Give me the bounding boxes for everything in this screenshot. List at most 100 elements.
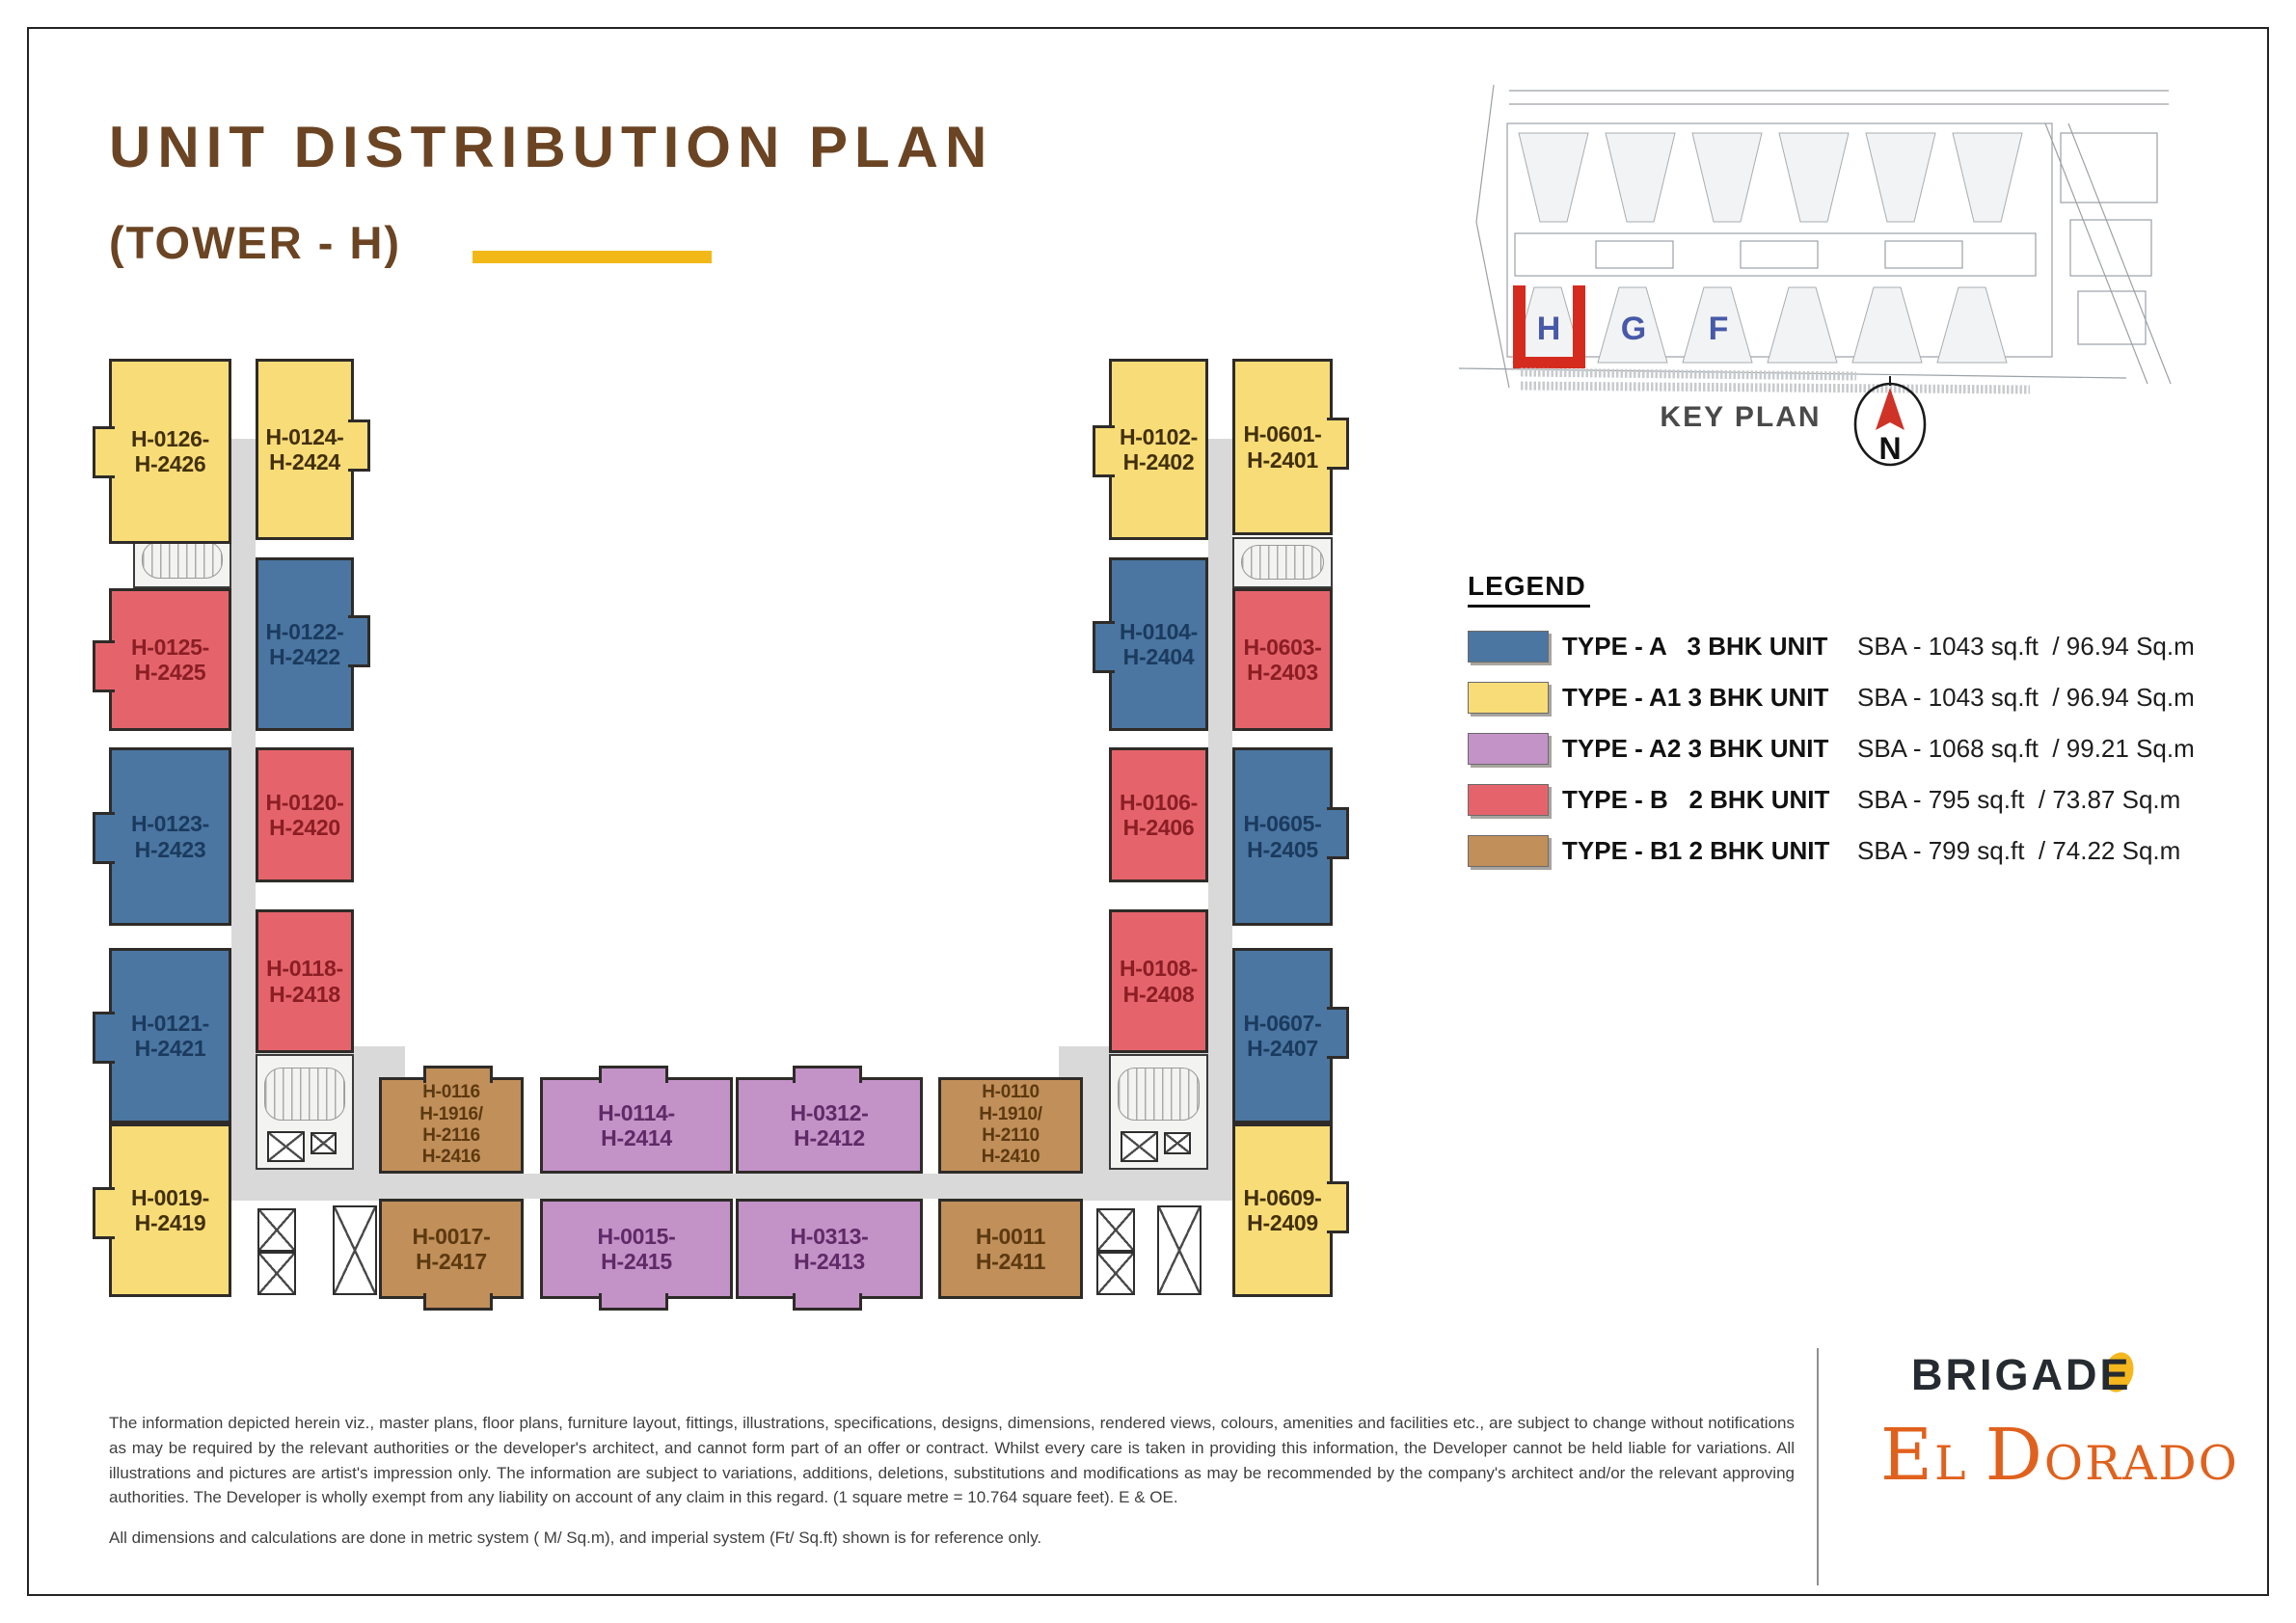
unit-label-line: H-1916/ — [419, 1103, 483, 1124]
elevator-shaft — [1157, 1205, 1202, 1295]
unit-label-line: H-0126- — [131, 425, 209, 451]
legend-swatch-b1 — [1468, 835, 1549, 867]
unit-block-h-0011: H-0011 H-2411 — [938, 1199, 1083, 1299]
legend-item-type-a1: TYPE - A1 3 BHK UNIT SBA - 1043 sq.ft / 9… — [1468, 672, 2258, 723]
legend-type-label: TYPE - B 2 BHK UNIT — [1562, 785, 1830, 814]
unit-label-line: H-0017- — [412, 1223, 491, 1249]
unit-label-line: H-2426 — [134, 451, 206, 476]
unit-label-line: H-0605- — [1243, 811, 1322, 837]
unit-label-line: H-0603- — [1243, 634, 1322, 660]
legend-swatch-a1 — [1468, 682, 1549, 714]
keyplan-tower-h-label: H — [1537, 311, 1561, 347]
unit-block-h-0108: H-0108- H-2408 — [1109, 909, 1208, 1053]
elevator-shaft — [257, 1252, 296, 1295]
unit-block-h-0120: H-0120- H-2420 — [256, 747, 354, 882]
unit-block-h-0104: H-0104- H-2404 — [1093, 557, 1208, 731]
elevator-icon — [1164, 1131, 1192, 1155]
unit-balcony-tab — [93, 812, 115, 865]
legend-heading: LEGEND — [1468, 571, 1590, 608]
unit-distribution-floor-plan: H-0126- H-2426 H-0125- H-2425 H-0123- H-2423 H… — [93, 359, 1349, 1311]
unit-block-h-0603: H-0603- H-2403 — [1232, 588, 1333, 731]
unit-label-line: H-0607- — [1243, 1010, 1322, 1036]
unit-block-h-0312: H-0312- H-2412 — [736, 1066, 923, 1174]
unit-label-line: H-2110 — [982, 1125, 1040, 1146]
unit-label-line: H-0104- — [1120, 618, 1198, 644]
unit-label-line: H-0312- — [790, 1099, 869, 1125]
legend-item-type-a: TYPE - A 3 BHK UNIT SBA - 1043 sq.ft / 96… — [1468, 621, 2258, 672]
unit-block-h-0116: H-0116 H-1916/H-2116 H-2416 — [379, 1066, 524, 1174]
stair-core-right-bottom — [1109, 1054, 1208, 1170]
unit-label-line: H-2116 — [422, 1125, 480, 1146]
unit-label-line: H-0102- — [1120, 423, 1198, 449]
unit-label-line: H-2415 — [601, 1249, 672, 1274]
legend-item-type-b1: TYPE - B1 2 BHK UNIT SBA - 799 sq.ft / 74… — [1468, 825, 2258, 877]
unit-label-line: H-2402 — [1122, 449, 1195, 474]
unit-balcony-tab — [348, 615, 370, 668]
unit-label-line: H-2422 — [269, 644, 340, 669]
legend: LEGEND TYPE - A 3 BHK UNIT SBA - 1043 sq.… — [1468, 571, 2258, 877]
north-compass-icon: N — [1853, 376, 1927, 467]
keyplan-tower-f-label: F — [1709, 311, 1729, 347]
unit-label-line: H-2413 — [794, 1249, 865, 1274]
unit-label-line: H-0122- — [265, 618, 344, 644]
unit-label-line: H-0120- — [265, 789, 344, 815]
brand-name: BRIGADE — [1911, 1350, 2132, 1399]
unit-balcony-tab — [423, 1293, 494, 1311]
unit-label-line: H-2420 — [269, 815, 340, 840]
unit-balcony-tab — [599, 1066, 669, 1083]
legend-sba-value: SBA - 795 sq.ft / 73.87 Sq.m — [1857, 785, 2181, 814]
unit-label-line: H-0118- — [266, 956, 343, 982]
unit-block-h-0106: H-0106- H-2406 — [1109, 747, 1208, 882]
unit-label-line: H-0125- — [131, 634, 209, 660]
unit-label-line: H-0121- — [131, 1010, 209, 1036]
page-border-frame — [27, 27, 2269, 1596]
unit-label-line: H-2421 — [134, 1036, 206, 1061]
unit-label-line: H-2417 — [416, 1249, 487, 1274]
unit-label-line: H-0114- — [598, 1099, 675, 1125]
unit-label-line: H-2418 — [269, 981, 340, 1007]
unit-label-line: H-2424 — [269, 449, 340, 474]
legend-swatch-a — [1468, 631, 1549, 663]
brand-project-name: E L D ORADO — [1880, 1420, 2247, 1491]
staircase-icon — [1241, 544, 1324, 581]
legend-sba-value: SBA - 1043 sq.ft / 96.94 Sq.m — [1857, 632, 2195, 661]
unit-block-h-0114: H-0114- H-2414 — [540, 1066, 733, 1174]
unit-balcony-tab — [1093, 620, 1115, 673]
unit-label-line: H-2412 — [794, 1125, 865, 1150]
unit-block-h-0118: H-0118- H-2418 — [256, 909, 354, 1053]
brand-word-initial: D — [1985, 1414, 2044, 1497]
footer-divider — [1817, 1348, 1819, 1585]
unit-balcony-tab — [1093, 424, 1115, 477]
unit-block-h-0601: H-0601- H-2401 — [1232, 359, 1349, 535]
unit-label-line: H-2403 — [1247, 660, 1318, 685]
unit-balcony-tab — [1327, 418, 1349, 471]
unit-balcony-tab — [793, 1066, 863, 1083]
unit-block-h-0126: H-0126- H-2426 — [93, 359, 231, 544]
unit-balcony-tab — [93, 1012, 115, 1065]
unit-label-line: H-1910/ — [979, 1103, 1042, 1124]
unit-label-line: H-0110 — [982, 1082, 1040, 1103]
unit-label-line: H-2411 — [975, 1249, 1046, 1274]
legend-sba-value: SBA - 1043 sq.ft / 96.94 Sq.m — [1857, 683, 2195, 712]
legend-sba-value: SBA - 1068 sq.ft / 99.21 Sq.m — [1857, 734, 2195, 763]
unit-label-line: H-2405 — [1247, 836, 1318, 862]
unit-block-h-0015: H-0015- H-2415 — [540, 1199, 733, 1311]
unit-block-h-0122: H-0122- H-2422 — [256, 557, 370, 731]
unit-label-line: H-0601- — [1243, 421, 1322, 447]
unit-block-h-0019: H-0019- H-2419 — [93, 1123, 231, 1297]
unit-balcony-tab — [793, 1293, 863, 1311]
legend-type-label: TYPE - B1 2 BHK UNIT — [1562, 836, 1830, 865]
unit-balcony-tab — [93, 640, 115, 693]
elevator-shaft — [333, 1205, 377, 1295]
unit-label-line: H-0108- — [1120, 956, 1198, 982]
unit-label-line: H-2401 — [1247, 446, 1318, 473]
unit-label-line: H-0011 — [975, 1223, 1046, 1249]
unit-block-h-0017: H-0017- H-2417 — [379, 1199, 524, 1311]
unit-block-h-0605: H-0605- H-2405 — [1232, 747, 1349, 926]
keyplan-tower-h-highlight — [1513, 285, 1585, 368]
unit-block-h-0607: H-0607- H-2407 — [1232, 948, 1349, 1123]
unit-label-line: H-0019- — [131, 1184, 209, 1210]
unit-label-line: H-2423 — [134, 836, 206, 862]
unit-label-line: H-0609- — [1243, 1184, 1322, 1210]
